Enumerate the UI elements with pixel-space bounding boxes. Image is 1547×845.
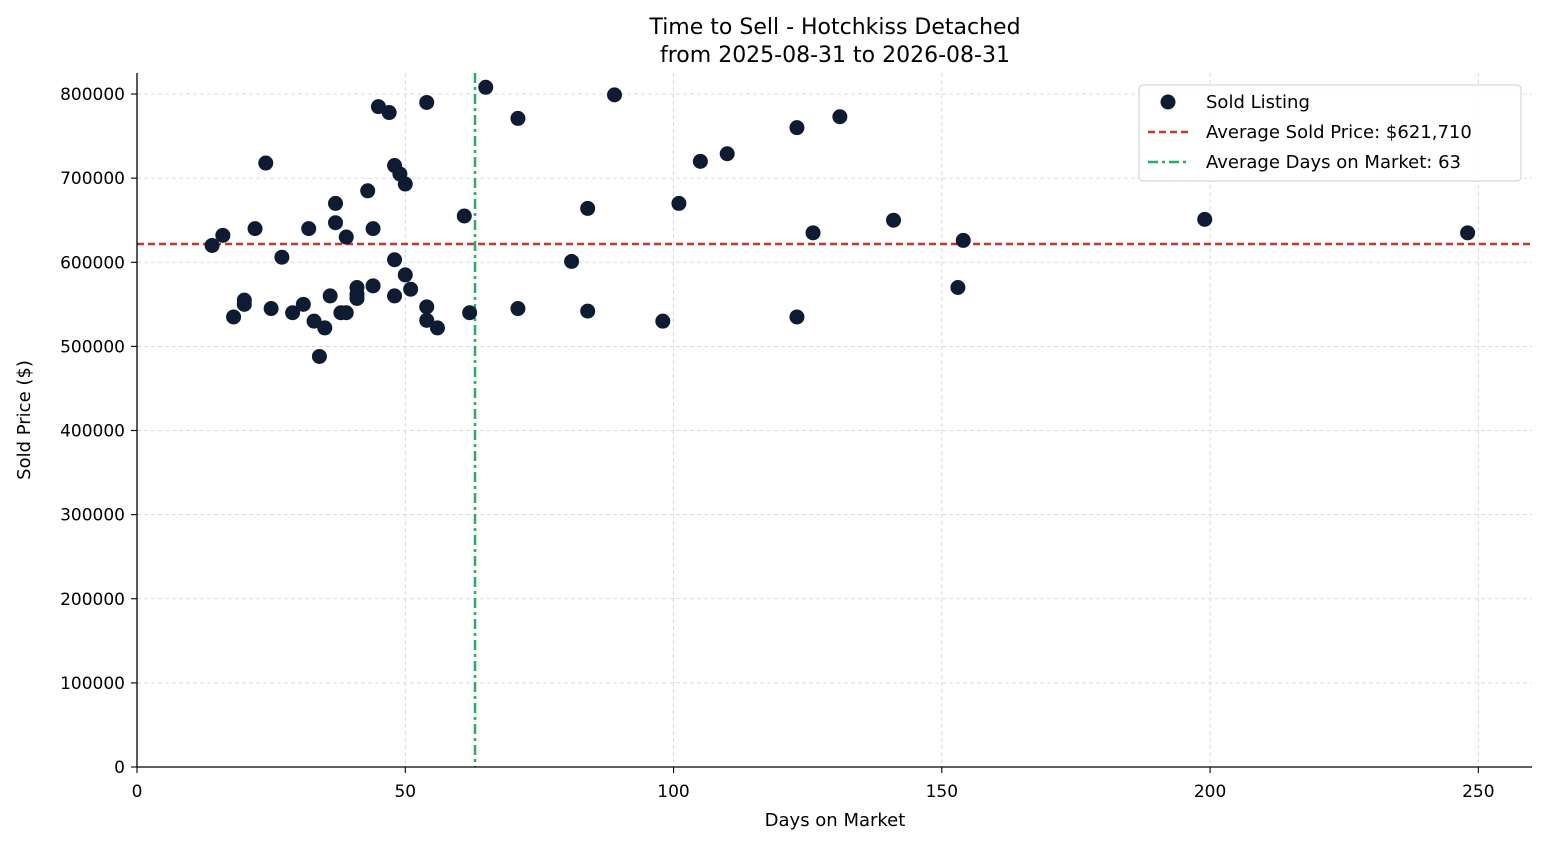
data-point <box>226 309 242 325</box>
legend: Sold Listing Average Sold Price: $621,71… <box>1138 84 1522 182</box>
x-tick-label: 150 <box>926 782 958 802</box>
data-point <box>236 292 252 308</box>
y-tick-label: 700000 <box>60 169 125 189</box>
x-tick-label: 0 <box>132 782 143 802</box>
data-point <box>285 305 301 321</box>
chart-subtitle: from 2025-08-31 to 2026-08-31 <box>660 43 1010 68</box>
y-tick-label: 0 <box>114 758 125 778</box>
data-point <box>387 252 403 268</box>
data-point <box>397 267 413 283</box>
data-point <box>258 155 274 171</box>
reference-lines <box>137 73 1532 767</box>
data-point <box>274 249 290 265</box>
data-point <box>338 305 354 321</box>
data-point <box>950 280 966 296</box>
data-point <box>456 208 472 224</box>
data-point <box>832 109 848 125</box>
data-point <box>1197 211 1213 227</box>
data-point <box>719 146 735 162</box>
legend-label-avg-days: Average Days on Market: 63 <box>1206 152 1461 173</box>
data-point <box>387 288 403 304</box>
data-point <box>311 348 327 364</box>
data-points <box>204 79 1476 364</box>
y-axis-label: Sold Price ($) <box>14 360 35 480</box>
x-tick-label: 200 <box>1194 782 1226 802</box>
y-tick-label: 200000 <box>60 590 125 610</box>
data-point <box>349 286 365 302</box>
data-point <box>510 301 526 317</box>
data-point <box>381 105 397 121</box>
y-tick-label: 400000 <box>60 422 125 442</box>
x-axis-label: Days on Market <box>765 810 906 831</box>
data-point <box>419 312 435 328</box>
x-tick-label: 50 <box>394 782 416 802</box>
data-point <box>419 94 435 110</box>
data-point <box>607 87 623 103</box>
data-point <box>805 225 821 241</box>
data-point <box>580 303 596 319</box>
data-point <box>1460 225 1476 241</box>
y-tick-label: 300000 <box>60 506 125 526</box>
x-tick-label: 100 <box>657 782 689 802</box>
y-tick-label: 500000 <box>60 337 125 357</box>
data-point <box>403 281 419 297</box>
legend-marker-sold-listing <box>1160 94 1176 110</box>
data-point <box>328 195 344 211</box>
data-point <box>263 301 279 317</box>
data-point <box>789 309 805 325</box>
data-point <box>478 79 494 95</box>
data-point <box>510 110 526 126</box>
data-point <box>580 200 596 216</box>
data-point <box>295 296 311 312</box>
y-tick-label: 800000 <box>60 85 125 105</box>
data-point <box>564 253 580 269</box>
data-point <box>397 176 413 192</box>
data-point <box>322 288 338 304</box>
x-axis-ticks: 0 50 100 150 200 250 <box>132 767 1495 802</box>
x-tick-label: 250 <box>1462 782 1494 802</box>
data-point <box>215 227 231 243</box>
chart-title: Time to Sell - Hotchkiss Detached <box>648 15 1020 40</box>
data-point <box>365 278 381 294</box>
data-point <box>419 299 435 315</box>
data-point <box>306 313 322 329</box>
data-point <box>247 221 263 237</box>
data-point <box>328 215 344 231</box>
data-point <box>692 153 708 169</box>
legend-box <box>1138 84 1522 182</box>
data-point <box>204 237 220 253</box>
data-point <box>301 221 317 237</box>
data-point <box>429 320 445 336</box>
y-axis-ticks: 0 100000 200000 300000 400000 500000 600000 700… <box>60 85 137 778</box>
data-point <box>671 195 687 211</box>
legend-label-sold-listing: Sold Listing <box>1206 92 1310 113</box>
legend-label-avg-price: Average Sold Price: $621,710 <box>1206 122 1472 143</box>
data-point <box>655 313 671 329</box>
y-tick-label: 600000 <box>60 253 125 273</box>
data-point <box>317 320 333 336</box>
data-point <box>462 305 478 321</box>
data-point <box>360 183 376 199</box>
data-point <box>886 212 902 228</box>
data-point <box>365 221 381 237</box>
data-point <box>955 232 971 248</box>
y-tick-label: 100000 <box>60 674 125 694</box>
data-point <box>338 229 354 245</box>
data-point <box>789 120 805 136</box>
